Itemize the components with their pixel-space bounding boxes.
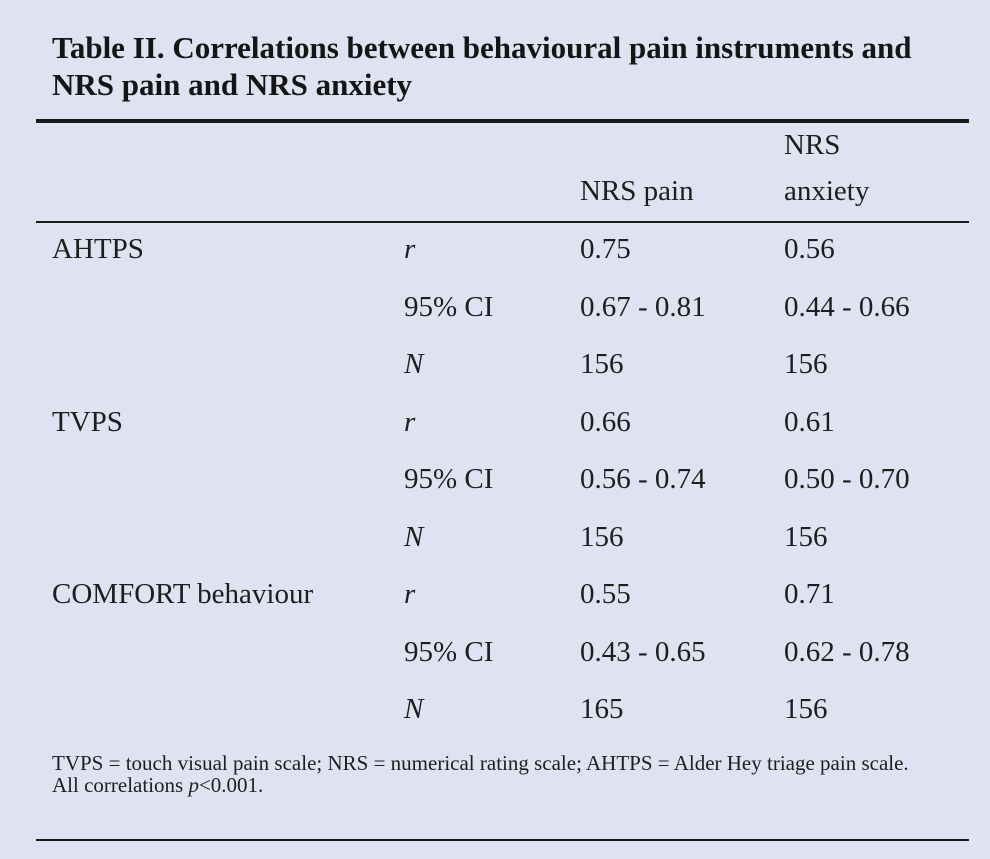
- value-nrs-pain: 156: [580, 348, 624, 380]
- header-nrs-anxiety-line2: anxiety: [784, 175, 870, 207]
- footnote-abbreviations: TVPS = touch visual pain scale; NRS = nu…: [52, 751, 909, 775]
- value-nrs-pain: 0.67 - 0.81: [580, 291, 706, 323]
- bottom-rule: [36, 839, 969, 841]
- stat-label: 95% CI: [404, 291, 494, 323]
- stat-label: 95% CI: [404, 463, 494, 495]
- value-nrs-pain: 0.43 - 0.65: [580, 636, 706, 668]
- stat-label: r: [404, 406, 416, 438]
- value-nrs-pain: 0.56 - 0.74: [580, 463, 706, 495]
- stat-label: 95% CI: [404, 636, 494, 668]
- stat-label: r: [404, 578, 416, 610]
- group-label-ahtps: AHTPS: [52, 233, 144, 265]
- stat-label: r: [404, 233, 416, 265]
- value-nrs-pain: 156: [580, 521, 624, 553]
- value-nrs-pain: 0.66: [580, 406, 631, 438]
- footnote-significance-value: <0.001.: [198, 773, 264, 797]
- value-nrs-pain: 165: [580, 693, 624, 725]
- value-nrs-pain: 0.55: [580, 578, 631, 610]
- top-rule: [36, 119, 969, 123]
- table-footnote: TVPS = touch visual pain scale; NRS = nu…: [52, 752, 962, 796]
- value-nrs-anxiety: 156: [784, 348, 828, 380]
- value-nrs-anxiety: 0.71: [784, 578, 835, 610]
- header-nrs-pain: NRS pain: [580, 175, 694, 207]
- value-nrs-anxiety: 156: [784, 521, 828, 553]
- value-nrs-pain: 0.75: [580, 233, 631, 265]
- header-rule: [36, 221, 969, 223]
- value-nrs-anxiety: 0.44 - 0.66: [784, 291, 910, 323]
- value-nrs-anxiety: 0.62 - 0.78: [784, 636, 910, 668]
- table-title: Table II. Correlations between behaviour…: [52, 30, 912, 102]
- value-nrs-anxiety: 156: [784, 693, 828, 725]
- stat-label: N: [404, 521, 424, 553]
- footnote-significance-prefix: All correlations: [52, 773, 189, 797]
- group-label-comfort-behaviour: COMFORT behaviour: [52, 578, 314, 610]
- footnote-significance: All correlations p<0.001.: [52, 774, 962, 796]
- value-nrs-anxiety: 0.50 - 0.70: [784, 463, 910, 495]
- value-nrs-anxiety: 0.61: [784, 406, 835, 438]
- footnote-p-symbol: p: [188, 773, 199, 797]
- stat-label: N: [404, 693, 424, 725]
- value-nrs-anxiety: 0.56: [784, 233, 835, 265]
- stat-label: N: [404, 348, 424, 380]
- group-label-tvps: TVPS: [52, 406, 123, 438]
- header-nrs-anxiety-line1: NRS: [784, 129, 841, 161]
